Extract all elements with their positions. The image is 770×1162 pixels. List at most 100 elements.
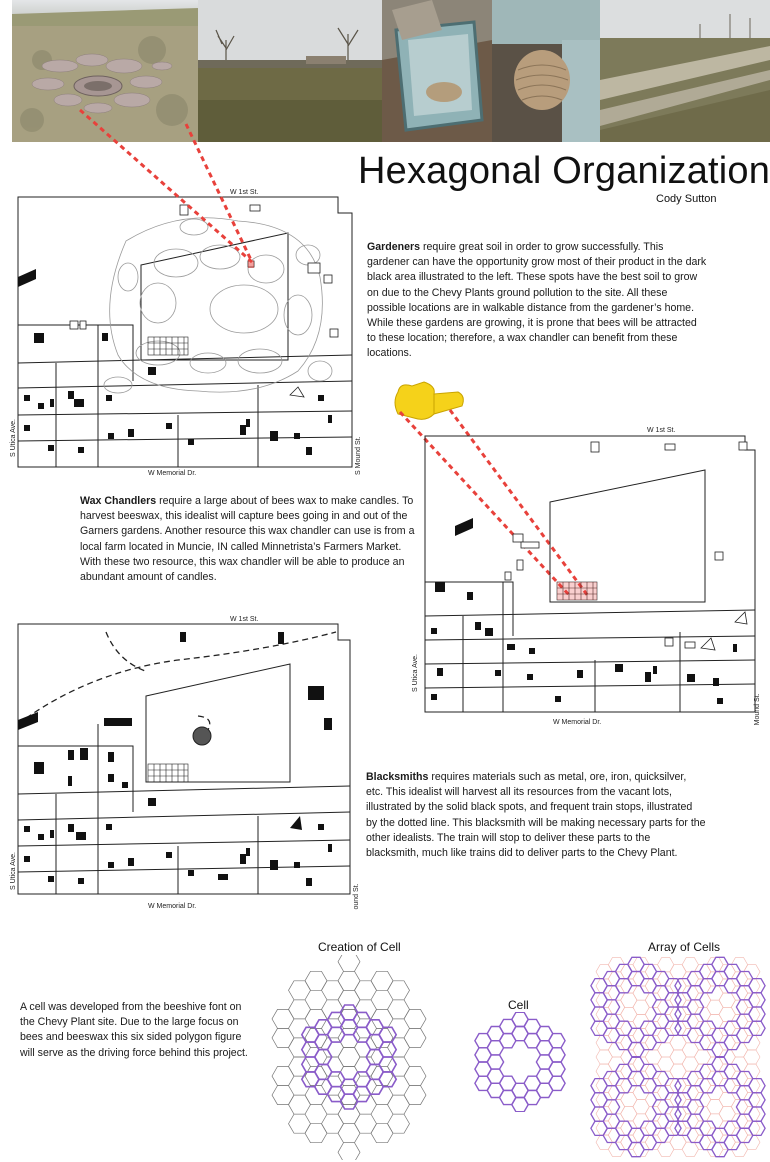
photo-rail-lot: [600, 0, 770, 142]
cell-hex: [535, 1054, 554, 1070]
creation-grey-hex: [304, 970, 328, 991]
creation-grey-hex: [337, 1047, 361, 1067]
creation-grey-hex: [271, 1028, 295, 1048]
creation-purple-hex: [313, 1063, 333, 1081]
array-pink-hex: [669, 1035, 687, 1051]
wax-chandlers-description: Wax Chandlers require a large about of b…: [80, 494, 420, 585]
array-pink-hex: [657, 1042, 675, 1058]
connector-photo-to-gardens: [79, 108, 254, 264]
creation-grey-hex: [354, 980, 377, 1001]
array-pink-hex: [681, 1042, 699, 1058]
creation-grey-hex: [321, 980, 344, 1001]
array-pink-hex: [718, 992, 736, 1008]
array-purple-hex: [614, 977, 633, 994]
map3-street-south: W Memorial Dr.: [148, 903, 196, 910]
map3-street-west: S Utica Ave.: [10, 852, 17, 890]
creation-grey-hex: [271, 1085, 295, 1105]
creation-grey-hex: [337, 970, 361, 991]
gardeners-text: require great soil in order to grow succ…: [367, 241, 707, 360]
creation-grey-hex: [387, 980, 410, 1001]
array-pink-hex: [669, 1049, 687, 1065]
map2-street-north: W 1st St.: [647, 427, 675, 434]
map-gardeners: W 1st St. S Mound St. W Memorial Dr. S U…: [10, 189, 360, 475]
creation-grey-hex: [354, 1113, 377, 1134]
creation-purple-hex: [365, 1033, 385, 1051]
page-title: Hexagonal Organization: [358, 150, 770, 192]
wax-piece: [394, 381, 464, 420]
creation-grey-hex: [354, 1056, 377, 1077]
creation-grey-hex: [288, 1056, 311, 1077]
array-pink-hex: [669, 964, 687, 980]
cell-diagram: [474, 1012, 566, 1112]
array-pink-hex: [657, 1141, 675, 1157]
blacksmiths-term: Blacksmiths: [366, 771, 429, 783]
map1-street-north: W 1st St.: [230, 189, 258, 196]
creation-of-cell-diagram: [271, 955, 427, 1160]
array-pink-hex: [694, 1049, 712, 1065]
creation-grey-hex: [403, 1085, 427, 1105]
creation-grey-hex: [288, 1094, 311, 1115]
creation-grey-hex: [288, 1113, 311, 1134]
gardeners-description: Gardeners require great soil in order to…: [367, 240, 707, 362]
creation-grey-hex: [370, 1123, 394, 1144]
creation-grey-hex: [304, 1123, 328, 1144]
creation-grey-hex: [387, 1037, 410, 1058]
array-pink-hex: [681, 1141, 699, 1157]
creation-grey-hex: [354, 999, 377, 1020]
creation-grey-hex: [337, 1104, 361, 1125]
array-pink-hex: [718, 1006, 736, 1022]
map2-street-south: W Memorial Dr.: [553, 719, 601, 726]
array-pink-hex: [644, 1049, 662, 1065]
creation-grey-hex: [337, 1028, 361, 1048]
array-pink-hex: [620, 1106, 638, 1122]
creation-grey-hex: [354, 1037, 377, 1058]
array-pink-hex: [669, 1063, 687, 1079]
array-pink-hex: [706, 999, 724, 1015]
map-blacksmiths: W 1st St. S Mound St. W Memorial Dr. S U…: [10, 616, 360, 910]
photo-wasp-nest-closeup: [492, 0, 600, 142]
creation-grey-hex: [370, 970, 394, 991]
creation-grey-hex: [403, 1028, 427, 1048]
array-pink-hex: [743, 1049, 761, 1065]
array-pink-hex: [620, 1006, 638, 1022]
creation-grey-hex: [271, 1009, 295, 1029]
photo-wasp-nest-grate: [382, 0, 492, 142]
map3-street-north: W 1st St.: [230, 616, 258, 623]
photo-soil-patch: [12, 0, 198, 142]
creation-grey-hex: [354, 1094, 377, 1115]
array-purple-hex: [698, 977, 717, 994]
blacksmiths-description: Blacksmiths requires materials such as m…: [366, 770, 706, 861]
blacksmiths-text: requires materials such as metal, ore, i…: [366, 771, 706, 860]
array-pink-hex: [669, 1134, 687, 1150]
array-purple-hex: [698, 1077, 717, 1094]
connector-wax-to-plant: [398, 409, 590, 598]
array-of-cells-diagram: [590, 956, 766, 1158]
creation-grey-hex: [321, 1037, 344, 1058]
map1-street-west: S Utica Ave.: [10, 419, 17, 457]
map3-street-east: S Mound St.: [353, 883, 360, 910]
creation-grey-hex: [288, 999, 311, 1020]
array-pink-hex: [718, 1106, 736, 1122]
creation-grey-hex: [337, 989, 361, 1010]
creation-grey-hex: [321, 1113, 344, 1134]
map1-street-south: W Memorial Dr.: [148, 470, 196, 475]
cell-hex: [486, 1068, 505, 1085]
map2-street-east: S Mound St.: [754, 693, 760, 727]
array-pink-hex: [632, 1099, 650, 1115]
array-purple-hex: [614, 1077, 633, 1094]
array-pink-hex: [706, 1099, 724, 1115]
gardeners-term: Gardeners: [367, 241, 420, 253]
creation-grey-hex: [337, 1142, 361, 1160]
creation-grey-hex: [321, 999, 344, 1020]
creation-grey-hex: [288, 1037, 311, 1058]
array-pink-hex: [681, 957, 699, 973]
array-pink-hex: [718, 1092, 736, 1107]
creation-grey-hex: [337, 1123, 361, 1144]
creation-grey-hex: [403, 1009, 427, 1029]
array-pink-hex: [632, 999, 650, 1015]
wax-chandlers-text: require a large about of bees wax to mak…: [80, 495, 415, 584]
map1-street-east: S Mound St.: [355, 436, 360, 475]
creation-grey-hex: [288, 980, 311, 1001]
cell-intro: A cell was developed from the beeshive f…: [20, 1001, 248, 1059]
map-wax-chandlers: W 1st St. S Mound St. W Memorial Dr. S U…: [412, 427, 760, 727]
